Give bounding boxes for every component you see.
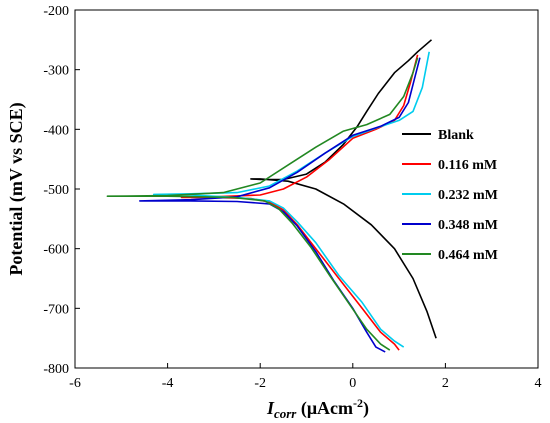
legend-label-0-116-mm: 0.116 mM [438,158,497,173]
y-tick-label: -800 [43,362,69,377]
x-tick-label: 0 [349,376,356,391]
x-axis-title: Icorr (μAcm-2) [266,396,369,421]
legend-label-0-232-mm: 0.232 mM [438,188,498,203]
x-axis: -6 -4 -2 0 2 4 [69,363,542,391]
x-tick-label: -2 [254,376,266,391]
legend: Blank 0.116 mM 0.232 mM 0.348 mM 0.464 mM [402,128,498,263]
y-tick-label: -200 [43,4,69,19]
legend-label-0-348-mm: 0.348 mM [438,218,498,233]
y-axis: -200 -300 -400 -500 -600 -700 -800 [43,4,80,377]
series-line-blank [250,39,437,339]
series-line-0-464-mm [106,57,419,351]
y-tick-label: -600 [43,243,69,258]
legend-label-blank: Blank [438,128,474,143]
x-axis-title-close: ) [363,398,369,419]
y-axis-title: Potential (mV vs SCE) [6,102,27,275]
x-axis-title-unit: (μAcm [296,398,353,419]
series-line-0-116-mm [180,54,419,351]
x-axis-title-superscript: -2 [353,396,363,410]
x-axis-title-subscript: corr [274,406,297,421]
y-tick-label: -400 [43,123,69,138]
y-tick-label: -500 [43,183,69,198]
y-tick-label: -700 [43,302,69,317]
series-line-0-348-mm [139,57,421,353]
x-axis-title-symbol: I [266,398,275,418]
legend-label-0-464-mm: 0.464 mM [438,248,498,263]
series-line-0-232-mm [152,51,430,348]
series-layer [106,39,437,353]
x-tick-label: -4 [162,376,174,391]
x-tick-label: 2 [442,376,449,391]
x-tick-label: -6 [69,376,81,391]
y-tick-label: -300 [43,64,69,79]
x-tick-label: 4 [535,376,542,391]
